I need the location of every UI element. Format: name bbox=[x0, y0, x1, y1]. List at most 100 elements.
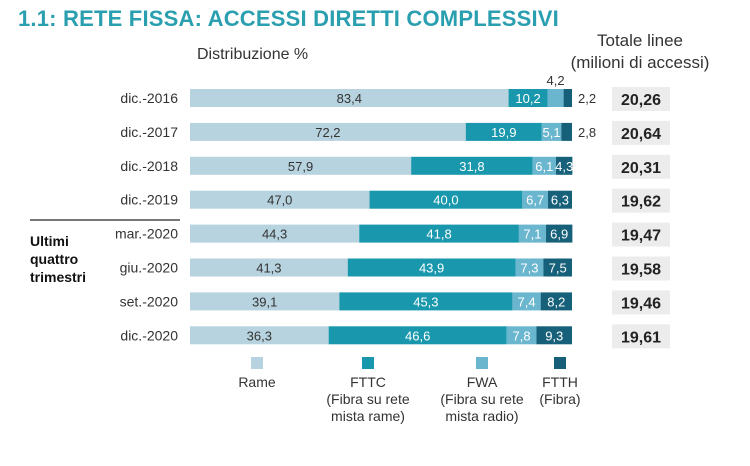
total-value: 19,47 bbox=[621, 228, 661, 245]
data-label-ftth: 2,2 bbox=[578, 91, 596, 106]
bar-ftth bbox=[547, 190, 572, 209]
legend-item-fwa: FWA (Fibra su rete mista radio) bbox=[430, 357, 534, 425]
bar-fttc bbox=[411, 156, 533, 175]
data-label-ftth: 6,3 bbox=[551, 193, 569, 208]
bar-fwa bbox=[515, 258, 544, 277]
data-label-fwa: 6,7 bbox=[526, 193, 544, 208]
data-label-rame: 47,0 bbox=[267, 193, 292, 208]
bar-rame bbox=[190, 122, 466, 141]
data-label-fttc: 10,2 bbox=[515, 91, 540, 106]
data-label-fttc: 41,8 bbox=[426, 227, 451, 242]
bar-fttc bbox=[339, 292, 513, 311]
legend-item-ftth: FTTH (Fibra) bbox=[530, 357, 590, 408]
data-label-rame: 83,4 bbox=[337, 91, 362, 106]
legend-label-line: FTTC bbox=[350, 374, 386, 390]
total-box bbox=[612, 120, 670, 145]
bar-fttc bbox=[369, 190, 523, 209]
total-box bbox=[612, 324, 670, 349]
group-divider bbox=[30, 219, 180, 221]
bar-fwa bbox=[512, 292, 541, 311]
bar-fwa bbox=[506, 326, 537, 345]
category-label: dic.-2017 bbox=[120, 124, 178, 140]
data-label-fttc: 46,6 bbox=[405, 328, 430, 343]
bar-fttc bbox=[328, 326, 507, 345]
bar-rame bbox=[190, 258, 348, 277]
bar-rame bbox=[190, 156, 412, 175]
category-label: dic.-2018 bbox=[120, 158, 178, 174]
bar-fttc bbox=[508, 89, 548, 107]
bar-ftth bbox=[555, 156, 573, 175]
category-label: mar.-2020 bbox=[115, 226, 178, 242]
totals-header-line-1: Totale linee bbox=[596, 31, 683, 50]
total-value: 20,26 bbox=[621, 92, 661, 109]
bar-rame bbox=[190, 326, 329, 345]
total-box bbox=[612, 154, 670, 179]
data-label-rame: 41,3 bbox=[256, 261, 281, 276]
legend-label-line: (Fibra su rete bbox=[326, 391, 410, 407]
data-label-fttc: 45,3 bbox=[413, 294, 438, 309]
bar-fttc bbox=[347, 258, 516, 277]
legend-label-line: (Fibra su rete bbox=[440, 391, 524, 407]
chart-title: 1.1: RETE FISSA: ACCESSI DIRETTI COMPLES… bbox=[18, 6, 559, 31]
category-label: dic.-2019 bbox=[120, 192, 178, 208]
bar-fwa bbox=[541, 122, 562, 141]
total-value: 19,62 bbox=[621, 194, 661, 211]
bar-ftth bbox=[540, 292, 572, 311]
totals-header: Totale linee (milioni di accessi) bbox=[565, 30, 715, 74]
data-label-rame: 44,3 bbox=[262, 227, 287, 242]
data-label-ftth: 2,8 bbox=[578, 125, 596, 140]
legend-swatch bbox=[554, 357, 566, 369]
data-label-fwa: 5,1 bbox=[543, 125, 561, 140]
chart-subtitle: Distribuzione % bbox=[197, 46, 309, 63]
total-value: 19,61 bbox=[621, 329, 661, 346]
data-label-fttc: 43,9 bbox=[419, 261, 444, 276]
total-value: 19,58 bbox=[621, 262, 661, 279]
data-label-rame: 39,1 bbox=[252, 294, 277, 309]
total-box bbox=[612, 256, 670, 281]
data-label-fwa: 7,4 bbox=[518, 294, 536, 309]
data-label-fwa: 4,2 bbox=[547, 73, 565, 88]
data-label-fttc: 40,0 bbox=[433, 193, 458, 208]
legend-label-line: Rame bbox=[238, 374, 276, 390]
total-value: 20,64 bbox=[621, 126, 661, 143]
group-label-line-3: trimestri bbox=[30, 269, 87, 285]
category-label: set.-2020 bbox=[120, 293, 179, 309]
bar-ftth bbox=[563, 89, 572, 107]
legend-swatch bbox=[476, 357, 488, 369]
data-label-fwa: 7,1 bbox=[523, 227, 541, 242]
data-label-rame: 36,3 bbox=[247, 328, 272, 343]
legend-item-fttc: FTTC (Fibra su rete mista rame) bbox=[318, 357, 418, 425]
legend-label-line: FWA bbox=[466, 374, 498, 390]
total-box bbox=[612, 87, 670, 111]
bar-ftth bbox=[543, 258, 572, 277]
total-box bbox=[612, 188, 670, 213]
bar-fwa bbox=[547, 89, 564, 107]
total-box bbox=[612, 290, 670, 315]
data-label-fwa: 6,1 bbox=[535, 159, 553, 174]
bar-ftth bbox=[561, 122, 572, 141]
bar-ftth bbox=[546, 224, 573, 243]
data-label-fttc: 31,8 bbox=[459, 159, 484, 174]
group-label-line-1: Ultimi bbox=[30, 233, 69, 249]
legend-label-line: FTTH bbox=[542, 374, 578, 390]
data-label-rame: 72,2 bbox=[315, 125, 340, 140]
bar-rame bbox=[190, 190, 370, 209]
bar-rame bbox=[190, 292, 340, 311]
group-label: Ultimi quattro trimestri bbox=[30, 232, 105, 286]
total-value: 20,31 bbox=[621, 160, 661, 177]
category-label: giu.-2020 bbox=[120, 260, 179, 276]
data-label-ftth: 4,3 bbox=[555, 159, 573, 174]
group-label-line-2: quattro bbox=[30, 251, 79, 267]
bar-rame bbox=[190, 89, 509, 107]
bar-rame bbox=[190, 224, 360, 243]
total-box bbox=[612, 222, 670, 247]
bar-fwa bbox=[518, 224, 547, 243]
data-label-ftth: 7,5 bbox=[549, 261, 567, 276]
bar-ftth bbox=[536, 326, 572, 345]
data-label-ftth: 9,3 bbox=[545, 328, 563, 343]
legend-label-line: mista rame) bbox=[331, 408, 405, 424]
bar-fwa bbox=[522, 190, 548, 209]
legend-label-line: mista radio) bbox=[445, 408, 519, 424]
bar-fwa bbox=[532, 156, 556, 175]
data-label-fttc: 19,9 bbox=[491, 125, 516, 140]
